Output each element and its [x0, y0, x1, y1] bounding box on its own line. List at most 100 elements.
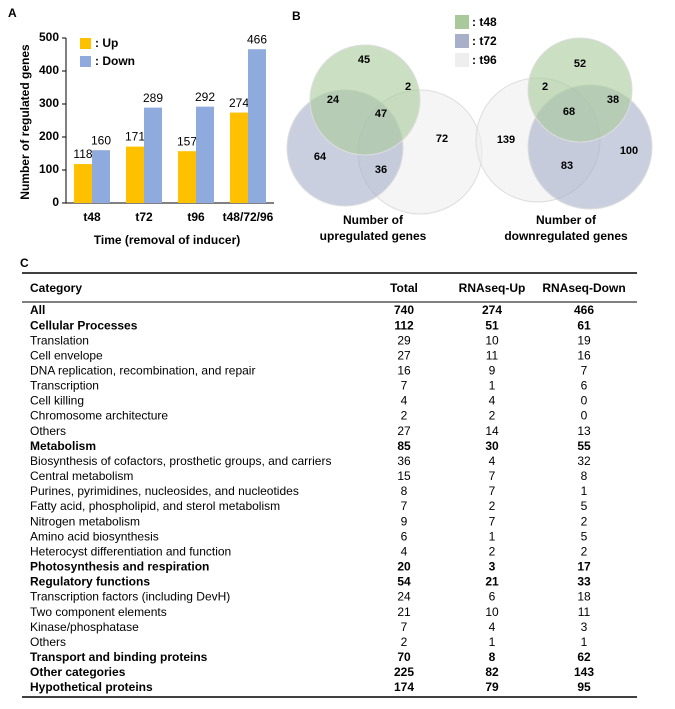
table-cell: 36: [397, 454, 411, 468]
venn-count: 47: [375, 108, 387, 120]
venn-caption: Number of: [536, 213, 597, 227]
venn-count: 100: [620, 145, 638, 157]
panel-label: B: [292, 9, 301, 23]
bar: [126, 146, 144, 203]
table-cell: 1: [489, 379, 496, 393]
table-cell: 85: [397, 439, 411, 453]
table-cell: Translation: [30, 333, 89, 347]
table-cell: 8: [489, 650, 496, 664]
x-tick-label: t96: [187, 210, 205, 224]
table-cell: 274: [482, 303, 502, 317]
table-cell: 2: [489, 544, 496, 558]
venn-count: 52: [574, 58, 586, 70]
table-cell: 51: [485, 318, 499, 332]
table-cell: 2: [489, 409, 496, 423]
venn-count: 83: [561, 160, 573, 172]
table-cell: Photosynthesis and respiration: [30, 560, 209, 574]
table-cell: 4: [401, 394, 408, 408]
value-label: 157: [177, 134, 197, 148]
table-header: Category: [30, 281, 82, 295]
panel-label: C: [20, 256, 29, 270]
legend-label: : t96: [472, 53, 497, 67]
legend-label: : Up: [95, 36, 118, 50]
table-cell: 2: [581, 514, 588, 528]
table-cell: 143: [574, 665, 594, 679]
table-cell: All: [30, 303, 45, 317]
table-cell: Nitrogen metabolism: [30, 514, 140, 528]
table-cell: 4: [489, 454, 496, 468]
bar: [144, 107, 162, 203]
table-cell: 2: [401, 409, 408, 423]
table-cell: 27: [397, 348, 411, 362]
table-cell: 7: [489, 469, 496, 483]
table-cell: 112: [394, 318, 414, 332]
table-cell: Cell envelope: [30, 348, 103, 362]
table-cell: Other categories: [30, 665, 126, 679]
bar: [248, 49, 266, 203]
table-cell: 62: [577, 650, 591, 664]
table-cell: 7: [401, 379, 408, 393]
table-cell: 4: [489, 394, 496, 408]
table-cell: Transport and binding proteins: [30, 650, 208, 664]
table-cell: Biosynthesis of cofactors, prosthetic gr…: [30, 454, 331, 468]
table-cell: 16: [577, 348, 591, 362]
table-cell: Purines, pyrimidines, nucleosides, and n…: [30, 484, 299, 498]
value-label: 118: [73, 147, 92, 161]
table-cell: 9: [489, 363, 496, 377]
value-label: 289: [143, 91, 163, 105]
table-cell: 7: [489, 484, 496, 498]
table-cell: 8: [401, 484, 408, 498]
table-cell: 55: [577, 439, 591, 453]
legend-swatch: [455, 53, 469, 67]
table-cell: 2: [581, 544, 588, 558]
bar: [230, 112, 248, 203]
x-tick-label: t72: [135, 210, 153, 224]
table-cell: Central metabolism: [30, 469, 133, 483]
venn-count: 68: [563, 106, 575, 118]
venn-count: 139: [497, 134, 515, 146]
table-cell: 1: [581, 484, 588, 498]
table-cell: 54: [397, 575, 411, 589]
legend-swatch: [455, 15, 469, 29]
table-cell: 466: [574, 303, 594, 317]
legend-swatch: [455, 34, 469, 48]
venn-count: 2: [542, 81, 548, 93]
table-cell: 70: [397, 650, 411, 664]
x-tick-label: t48: [83, 210, 101, 224]
table-cell: DNA replication, recombination, and repa…: [30, 363, 255, 377]
value-label: 171: [125, 130, 145, 144]
table-cell: 6: [489, 590, 496, 604]
legend-label: : Down: [95, 54, 135, 68]
x-tick-label: t48/72/96: [223, 210, 274, 224]
table-cell: 33: [577, 575, 591, 589]
table-cell: 21: [485, 575, 499, 589]
table-cell: 174: [394, 680, 414, 694]
table-cell: 3: [489, 560, 496, 574]
table-cell: 3: [581, 620, 588, 634]
table-cell: 16: [397, 363, 411, 377]
table-cell: 79: [485, 680, 499, 694]
table-cell: Hypothetical proteins: [30, 680, 153, 694]
table-header: RNAseq-Down: [542, 281, 625, 295]
table-cell: 20: [397, 560, 411, 574]
table-cell: 11: [486, 348, 499, 362]
table-cell: 1: [581, 635, 588, 649]
bar: [196, 106, 214, 203]
table-cell: Two component elements: [30, 605, 167, 619]
legend-swatch: [80, 38, 91, 49]
value-label: 274: [229, 96, 249, 110]
value-label: 292: [195, 90, 215, 104]
legend-label: : t72: [472, 34, 497, 48]
venn-circle: [527, 37, 633, 143]
table-cell: 0: [581, 409, 588, 423]
table-cell: 29: [397, 333, 411, 347]
table-cell: Transcription factors (including DevH): [30, 590, 230, 604]
table-cell: 7: [401, 499, 408, 513]
table-cell: 17: [577, 560, 591, 574]
table-cell: 5: [581, 499, 588, 513]
table-cell: 6: [581, 379, 588, 393]
table-cell: Transcription: [30, 379, 99, 393]
table-cell: Amino acid biosynthesis: [30, 529, 159, 543]
table-cell: 1: [489, 529, 496, 543]
